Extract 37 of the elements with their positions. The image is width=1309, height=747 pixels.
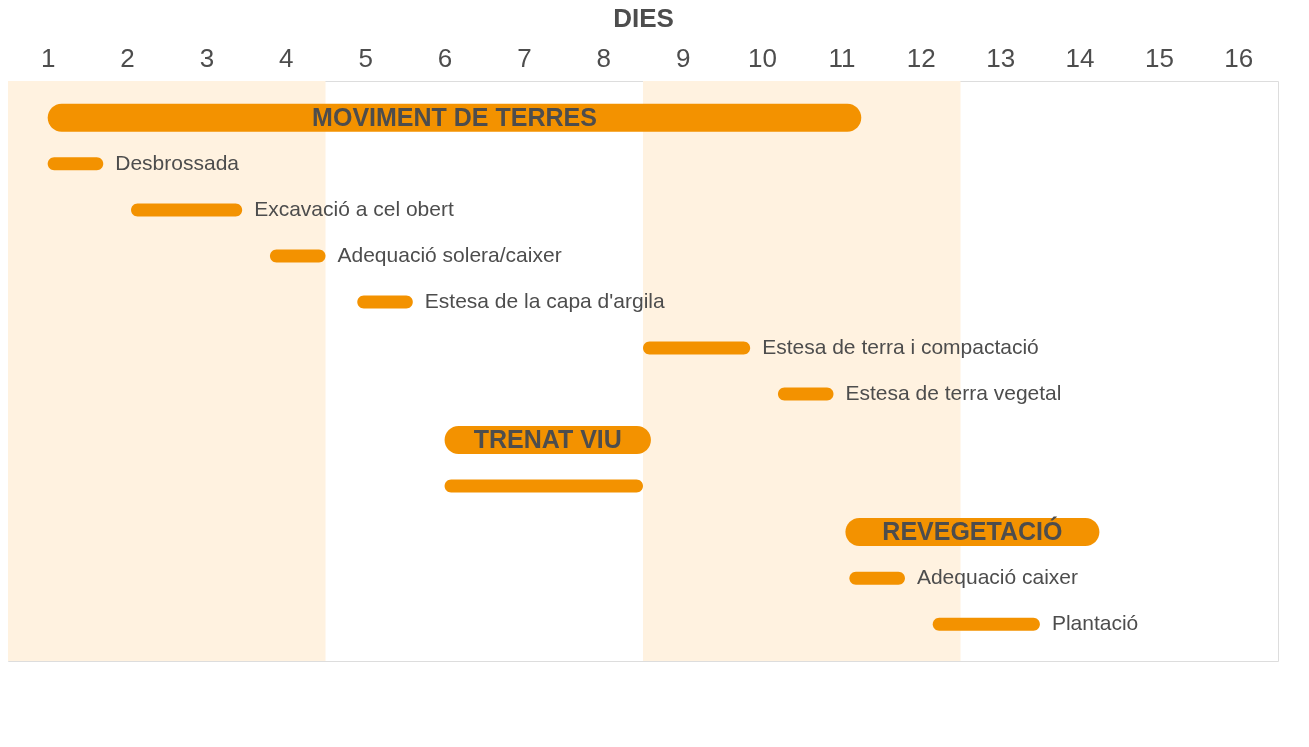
bar (849, 571, 905, 585)
x-tick-label: 12 (906, 42, 936, 73)
y-tick-label: Adequació solera/caixer (337, 242, 562, 266)
bar (444, 479, 643, 493)
bar (47, 157, 104, 171)
x-tick-label: 8 (596, 42, 612, 73)
x-tick-label: 3 (199, 42, 215, 73)
bar (643, 341, 751, 355)
x-tick-label: 10 (748, 42, 778, 73)
x-tick-label: 4 (279, 42, 294, 73)
y-tick-label: Estesa de terra i compactació (762, 334, 1039, 358)
x-tick-label: 15 (1144, 42, 1174, 73)
y-tick-label: Estesa de terra vegetal (845, 381, 1062, 405)
x-tick-label: 5 (358, 42, 373, 73)
x-tick-label: 16 (1224, 42, 1254, 73)
y-tick-label: TRENAT VIU (473, 425, 622, 454)
y-tick-label: Desbrossada (115, 150, 240, 174)
x-tick-label: 14 (1065, 42, 1095, 73)
y-tick-label: Plantació (1051, 611, 1139, 635)
x-tick-label: 13 (986, 42, 1016, 73)
y-tick-label: Estesa de la capa d'argila (424, 288, 665, 312)
bar (357, 295, 413, 309)
bar (131, 203, 243, 217)
x-tick-label: 11 (828, 42, 856, 73)
y-tick-label: Adequació caixer (916, 565, 1079, 589)
x-axis-title: DIES (613, 2, 674, 33)
x-tick-label: 2 (120, 42, 135, 73)
y-tick-label: Excavació a cel obert (254, 196, 454, 220)
bar (269, 249, 326, 263)
x-tick-label: 1 (40, 42, 56, 73)
y-tick-label: REVEGETACIÓ (882, 516, 1063, 546)
x-tick-label: 9 (675, 42, 691, 73)
bar (777, 387, 834, 401)
x-tick-label: 6 (437, 42, 453, 73)
x-tick-label: 7 (517, 42, 532, 73)
bar (932, 617, 1040, 631)
y-tick-label: MOVIMENT DE TERRES (312, 102, 597, 131)
